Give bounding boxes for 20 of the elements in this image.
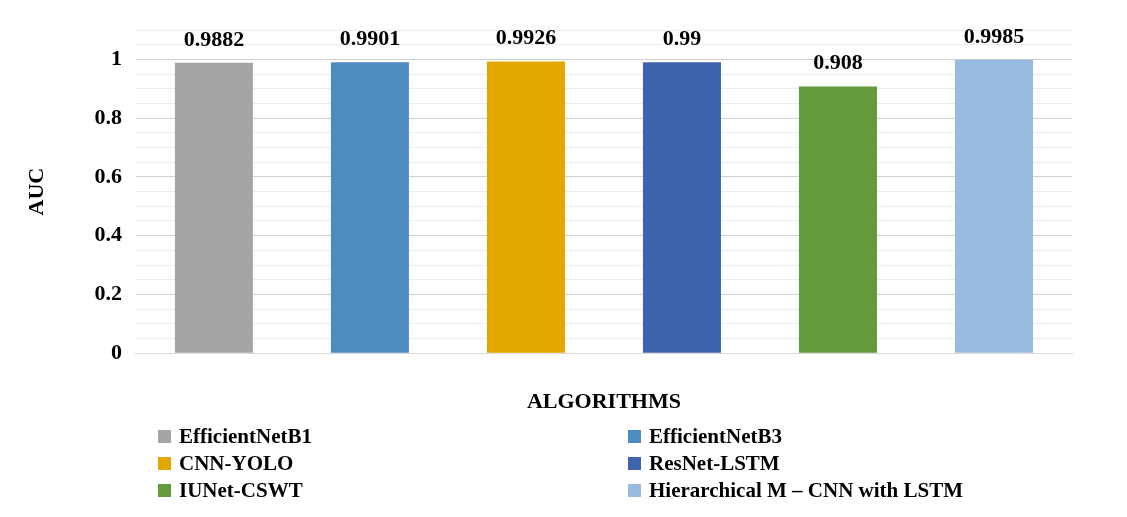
data-label: 0.9882	[183, 25, 245, 51]
data-label: 0.9901	[339, 24, 401, 50]
y-tick-label: 0.8	[94, 103, 122, 129]
y-tick-label: 0	[110, 338, 122, 364]
data-label: 0.9985	[963, 22, 1025, 48]
y-tick-label: 0.2	[94, 280, 122, 306]
legend-label: Hierarchical M – CNN with LSTM	[649, 478, 963, 503]
data-label: 0.908	[813, 49, 863, 75]
legend-label: EfficientNetB1	[179, 424, 312, 449]
legend-label: CNN-YOLO	[179, 451, 294, 476]
x-axis-title: ALGORITHMS	[526, 388, 681, 414]
legend-label: EfficientNetB3	[649, 424, 782, 449]
y-tick-label: 1	[110, 45, 122, 71]
legend-label: IUNet-CSWT	[179, 478, 303, 503]
legend-label: ResNet-LSTM	[649, 451, 780, 476]
y-tick-label: 0.4	[94, 221, 122, 247]
y-tick-label: 0.6	[94, 162, 122, 188]
data-label: 0.99	[662, 25, 702, 51]
data-label: 0.9926	[495, 24, 557, 50]
y-axis-title: AUC	[22, 167, 48, 216]
